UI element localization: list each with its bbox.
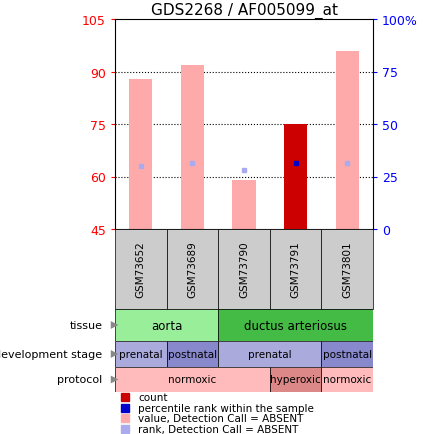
Bar [115,367,270,392]
Text: value, Detection Call = ABSENT: value, Detection Call = ABSENT [138,413,304,423]
Bar [218,341,321,367]
Text: GSM73801: GSM73801 [342,241,352,298]
Text: percentile rank within the sample: percentile rank within the sample [138,403,314,413]
Bar [284,125,307,230]
Bar [270,230,321,309]
Text: development stage: development stage [0,349,102,359]
Text: normoxic: normoxic [323,375,371,385]
Text: normoxic: normoxic [168,375,217,385]
Bar [321,367,373,392]
Text: prenatal: prenatal [248,349,291,359]
Polygon shape [111,376,118,384]
Polygon shape [111,350,118,358]
Text: GSM73689: GSM73689 [187,241,198,298]
Text: postnatal: postnatal [168,349,217,359]
Bar [167,341,218,367]
Bar [167,230,218,309]
Text: protocol: protocol [57,375,102,385]
Bar [335,51,359,230]
Text: aorta: aorta [151,319,182,332]
Bar [321,230,373,309]
Text: rank, Detection Call = ABSENT: rank, Detection Call = ABSENT [138,424,299,434]
Text: tissue: tissue [69,320,102,330]
Text: GSM73791: GSM73791 [291,241,301,298]
Bar [218,230,270,309]
Polygon shape [111,321,118,329]
Bar [284,125,307,230]
Text: ductus arteriosus: ductus arteriosus [244,319,347,332]
Bar [115,309,218,341]
Bar [129,79,152,230]
Text: hyperoxic: hyperoxic [270,375,321,385]
Text: postnatal: postnatal [323,349,372,359]
Title: GDS2268 / AF005099_at: GDS2268 / AF005099_at [151,3,338,19]
Bar [181,66,204,230]
Text: count: count [138,392,168,402]
Bar [115,341,167,367]
Text: GSM73790: GSM73790 [239,241,249,298]
Bar [115,230,167,309]
Text: GSM73652: GSM73652 [136,241,146,298]
Bar [218,309,373,341]
Bar [321,341,373,367]
Bar [232,181,255,230]
Bar [270,367,321,392]
Text: prenatal: prenatal [119,349,162,359]
